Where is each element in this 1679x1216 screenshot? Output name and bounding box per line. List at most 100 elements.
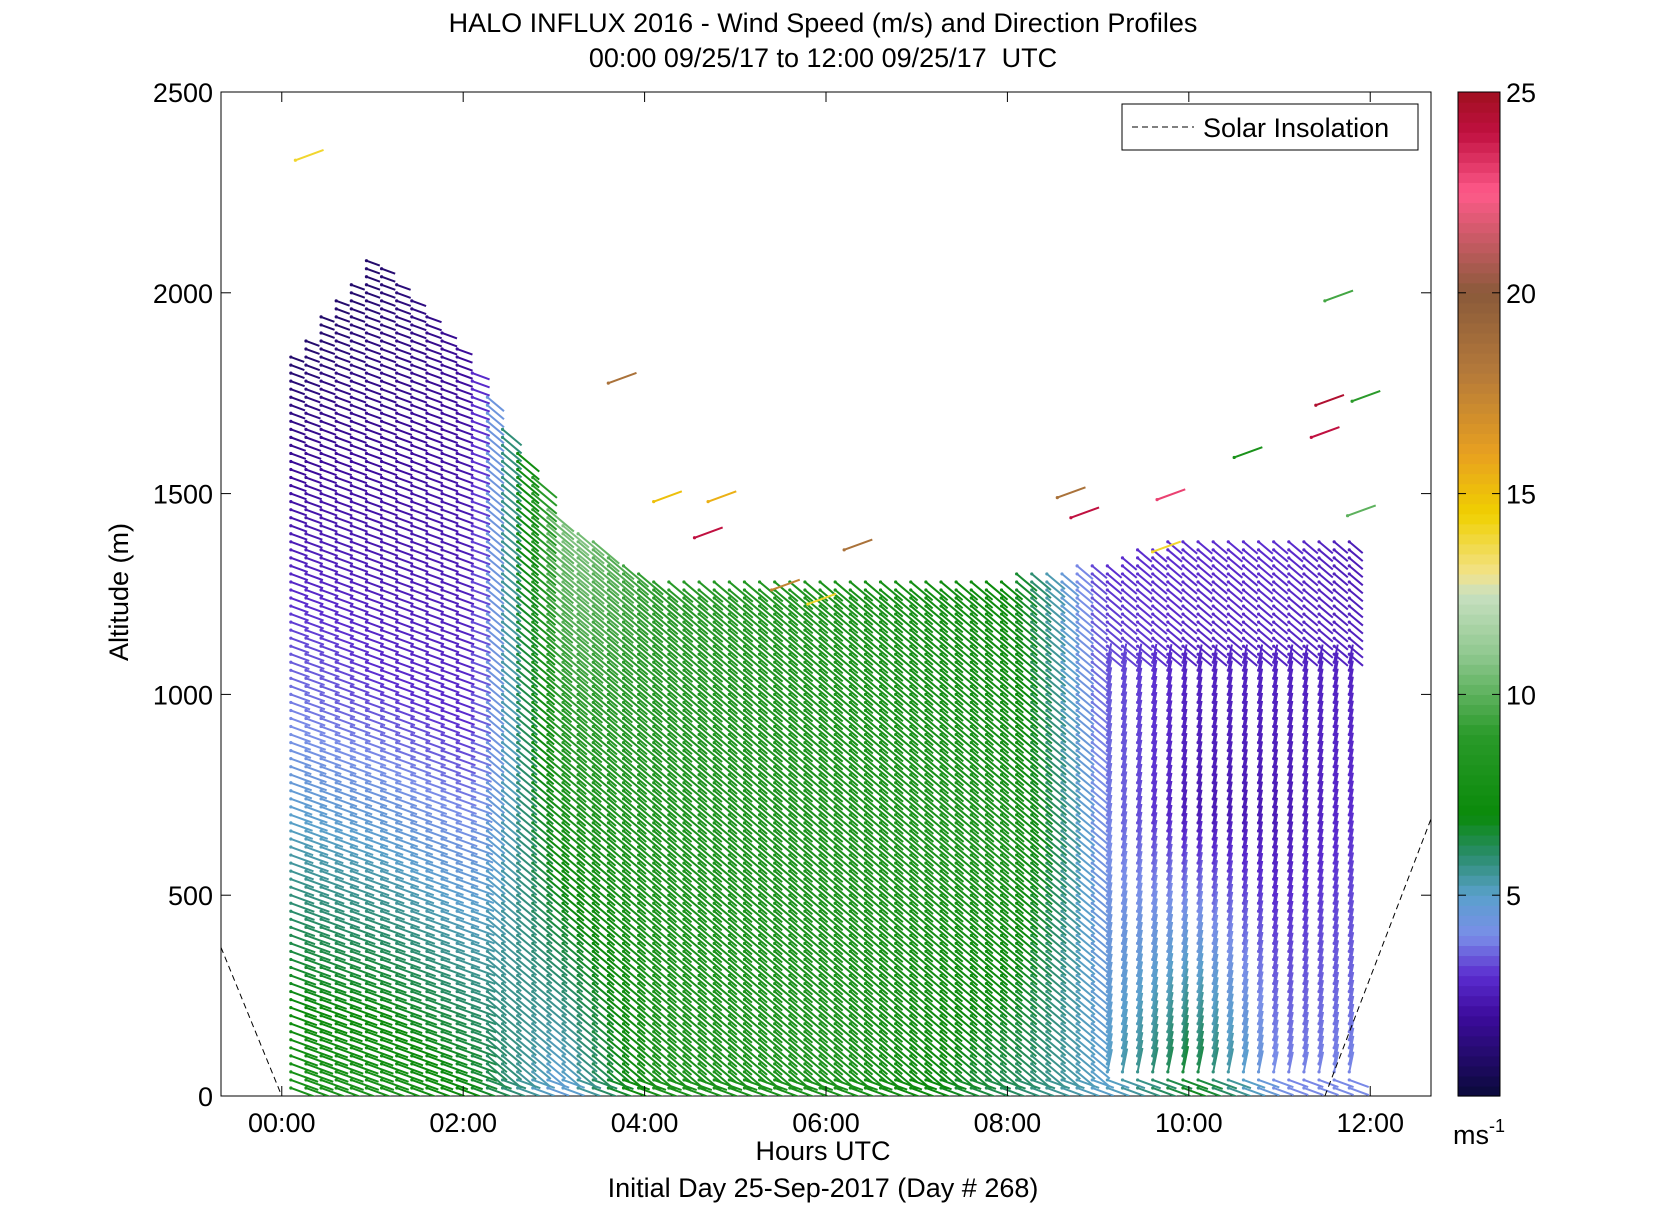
wind-vector — [426, 870, 449, 880]
wind-vector-dot — [682, 893, 686, 897]
wind-vector-dot — [425, 564, 429, 568]
wind-vector-dot — [289, 668, 293, 672]
wind-vector — [411, 862, 434, 872]
wind-vector-dot — [531, 917, 535, 921]
wind-vector-dot — [379, 965, 384, 970]
wind-vector — [335, 998, 363, 1010]
wind-vector-dot — [319, 451, 323, 456]
wind-vector — [290, 1062, 319, 1075]
wind-vector — [577, 1087, 602, 1096]
wind-vector — [426, 685, 445, 694]
wind-vector — [396, 846, 419, 856]
wind-vector-dot — [410, 387, 414, 391]
wind-vector — [562, 910, 585, 930]
wind-vector-dot — [727, 941, 731, 945]
wind-vector-dot — [319, 435, 323, 439]
wind-vector — [411, 958, 436, 970]
wind-vector-dot — [606, 845, 610, 849]
wind-vector — [517, 926, 538, 944]
wind-vector-dot — [742, 893, 747, 897]
wind-vector — [381, 540, 399, 549]
wind-vector — [547, 822, 571, 842]
chart-subtitle: 00:00 09/25/17 to 12:00 09/25/17 UTC — [589, 43, 1057, 73]
wind-vector — [366, 348, 382, 356]
wind-vector-dot — [576, 588, 580, 592]
wind-vector-dot — [576, 933, 580, 937]
wind-vector — [366, 693, 385, 702]
wind-vector — [335, 821, 358, 832]
wind-vector-dot — [440, 692, 444, 697]
wind-vector — [366, 396, 382, 404]
wind-vector — [426, 436, 443, 444]
wind-vector-dot — [621, 572, 626, 576]
wind-vector-dot — [546, 917, 550, 921]
wind-vector — [532, 669, 556, 690]
wind-vector-dot — [576, 989, 580, 994]
wind-vector — [411, 1014, 438, 1026]
wind-vector — [532, 878, 554, 897]
wind-vector-dot — [470, 700, 474, 705]
wind-vector-dot — [591, 1046, 595, 1050]
wind-vector — [320, 797, 343, 808]
wind-vector-dot — [379, 379, 384, 383]
wind-vector — [411, 323, 427, 332]
wind-vector — [320, 1030, 348, 1043]
wind-vector-dot — [682, 789, 686, 793]
wind-vector — [577, 822, 602, 843]
wind-vector-dot — [516, 676, 520, 680]
wind-vector — [441, 396, 458, 404]
wind-vector-dot — [606, 724, 610, 729]
wind-vector-dot — [319, 556, 323, 560]
wind-vector — [350, 1078, 380, 1091]
wind-vector — [411, 741, 431, 751]
wind-vector — [456, 846, 478, 856]
wind-vector-dot — [561, 740, 565, 745]
wind-vector-dot — [455, 749, 459, 753]
wind-vector-dot — [697, 620, 701, 624]
wind-vector-dot — [606, 692, 610, 697]
wind-vector-dot — [697, 869, 701, 873]
wind-vector — [426, 902, 450, 913]
wind-vector-dot — [289, 861, 293, 865]
wind-vector — [562, 685, 589, 708]
wind-vector — [366, 926, 391, 937]
wind-vector — [350, 1030, 378, 1043]
wind-vector-dot — [516, 580, 520, 584]
wind-vector — [366, 854, 389, 864]
wind-vector-dot — [727, 869, 731, 873]
wind-vector — [426, 974, 452, 986]
wind-vector-dot — [500, 467, 505, 472]
wind-vector — [501, 524, 522, 543]
wind-vector-dot — [410, 532, 414, 536]
wind-vector-dot — [485, 989, 490, 994]
wind-vector-dot — [637, 957, 641, 962]
wind-vector — [320, 966, 347, 978]
wind-vector-dot — [712, 668, 716, 672]
wind-vector-dot — [606, 829, 610, 833]
wind-vector-dot — [425, 676, 429, 680]
wind-vector — [396, 709, 416, 718]
wind-vector — [532, 549, 557, 571]
wind-vector-dot — [440, 443, 444, 448]
wind-vector — [396, 299, 412, 307]
wind-vector-dot — [621, 821, 626, 825]
wind-vector-dot — [485, 451, 490, 456]
wind-vector-dot — [455, 492, 459, 496]
wind-vector-dot — [319, 1086, 323, 1090]
wind-vector — [366, 902, 390, 913]
wind-vector-dot — [682, 797, 686, 801]
wind-vector — [381, 484, 398, 493]
wind-vector-dot — [395, 347, 399, 351]
wind-vector-dot — [289, 620, 293, 624]
wind-vector — [335, 645, 355, 654]
wind-vector — [411, 1078, 439, 1091]
wind-vector-dot — [500, 973, 505, 978]
wind-vector — [456, 661, 475, 670]
wind-vector — [335, 540, 353, 549]
wind-vector-dot — [516, 604, 520, 608]
wind-vector-dot — [485, 652, 490, 656]
wind-vector-dot — [410, 492, 414, 496]
wind-vector — [290, 1030, 318, 1043]
wind-vector-dot — [531, 901, 535, 905]
wind-vector — [350, 621, 369, 630]
